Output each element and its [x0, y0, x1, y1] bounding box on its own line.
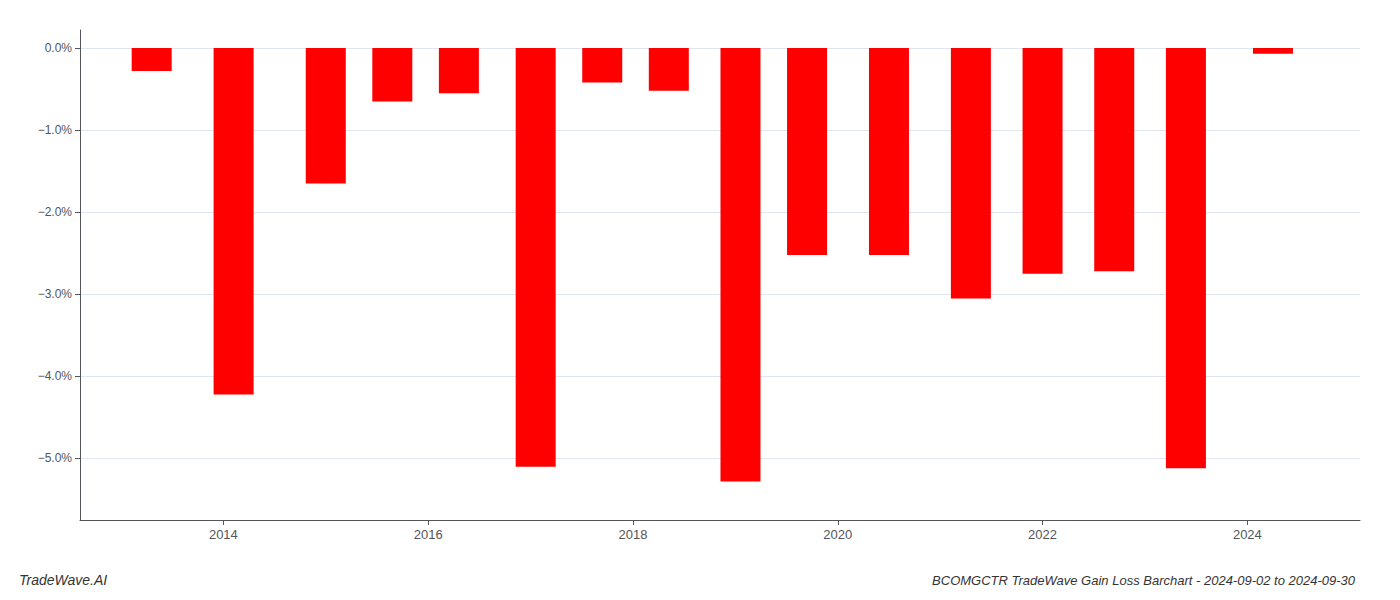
svg-text:2014: 2014 [209, 527, 238, 542]
svg-text:TradeWave.AI: TradeWave.AI [19, 572, 107, 588]
svg-text:BCOMGCTR TradeWave Gain Loss B: BCOMGCTR TradeWave Gain Loss Barchart - … [932, 573, 1356, 588]
svg-text:2024: 2024 [1233, 527, 1262, 542]
svg-text:−5.0%: −5.0% [38, 451, 73, 465]
svg-text:2016: 2016 [414, 527, 443, 542]
svg-text:2022: 2022 [1028, 527, 1057, 542]
svg-text:0.0%: 0.0% [45, 41, 73, 55]
svg-text:−1.0%: −1.0% [38, 123, 73, 137]
svg-text:2020: 2020 [823, 527, 852, 542]
svg-text:−4.0%: −4.0% [38, 369, 73, 383]
svg-text:−3.0%: −3.0% [38, 287, 73, 301]
svg-text:−2.0%: −2.0% [38, 205, 73, 219]
svg-text:2018: 2018 [618, 527, 647, 542]
